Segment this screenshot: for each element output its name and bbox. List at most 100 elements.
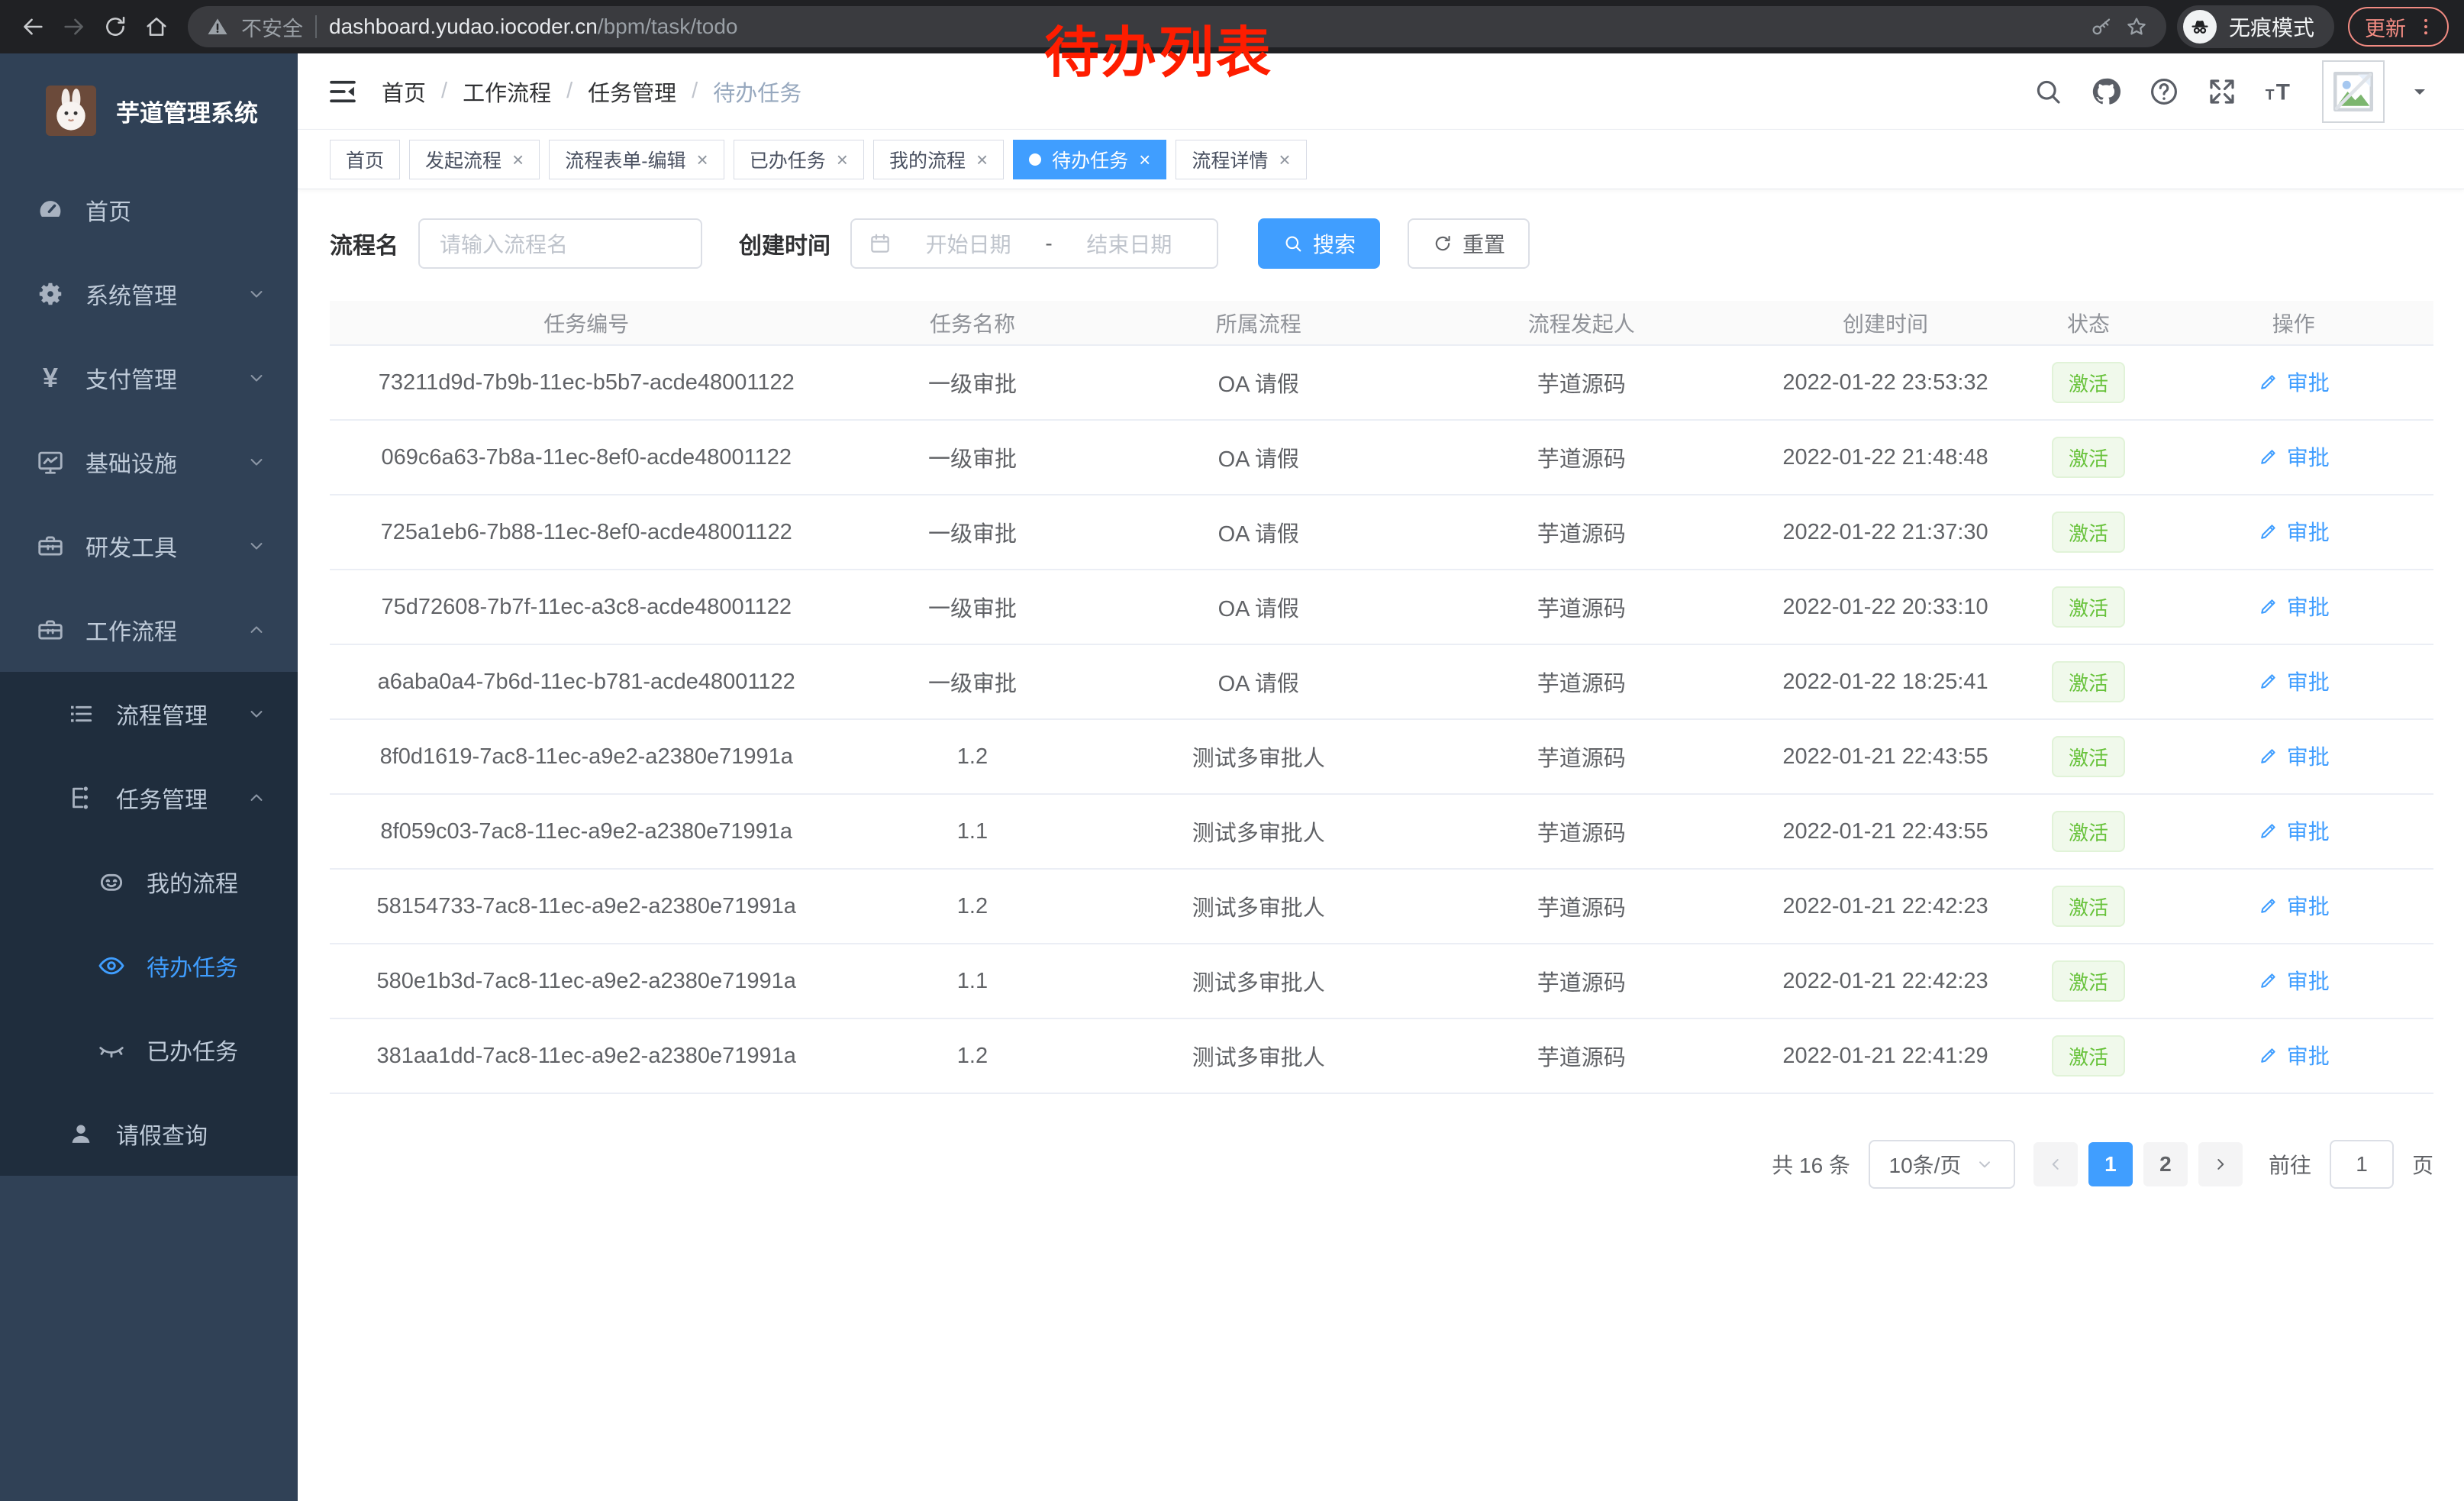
approve-link[interactable]: 审批 bbox=[2258, 591, 2330, 621]
omnibox-divider bbox=[315, 15, 317, 38]
sidebar-item-9[interactable]: 待办任务 bbox=[0, 924, 298, 1008]
tab-close-icon[interactable]: × bbox=[836, 147, 848, 171]
security-label: 不安全 bbox=[241, 17, 303, 40]
approve-link[interactable]: 审批 bbox=[2258, 815, 2330, 846]
browser-home-icon[interactable] bbox=[136, 6, 177, 47]
approve-link[interactable]: 审批 bbox=[2258, 1040, 2330, 1070]
sidebar-item-8[interactable]: 我的流程 bbox=[0, 840, 298, 924]
page-size-select[interactable]: 10条/页 bbox=[1868, 1140, 2015, 1189]
password-key-icon[interactable] bbox=[2090, 15, 2113, 38]
approve-link[interactable]: 审批 bbox=[2258, 741, 2330, 771]
approve-link[interactable]: 审批 bbox=[2258, 666, 2330, 696]
address-bar[interactable]: 不安全 dashboard.yudao.iocoder.cn/bpm/task/… bbox=[188, 6, 2166, 47]
sidebar-item-1[interactable]: 系统管理 bbox=[0, 252, 298, 336]
search-button[interactable]: 搜索 bbox=[1258, 218, 1381, 269]
sidebar-item-3[interactable]: 基础设施 bbox=[0, 420, 298, 504]
browser-back-icon[interactable] bbox=[12, 6, 53, 47]
browser-menu-icon[interactable] bbox=[2415, 16, 2437, 37]
task-id: 8f059c03-7ac8-11ec-a9e2-a2380e71991a bbox=[330, 794, 843, 870]
browser-reload-icon[interactable] bbox=[95, 6, 136, 47]
fullscreen-icon[interactable] bbox=[2206, 76, 2238, 108]
status-badge: 激活 bbox=[2051, 736, 2125, 777]
process-name-input[interactable]: 请输入流程名 bbox=[418, 218, 702, 269]
chevron-down-icon bbox=[246, 535, 267, 557]
process-starter: 芋道源码 bbox=[1415, 644, 1748, 720]
sidebar-item-label: 请假查询 bbox=[116, 1124, 208, 1149]
browser-update-menu[interactable]: 更新 bbox=[2348, 7, 2449, 47]
browser-forward-icon[interactable] bbox=[53, 6, 95, 47]
active-tab-dot bbox=[1029, 153, 1042, 166]
approve-link[interactable]: 审批 bbox=[2258, 890, 2330, 921]
status-badge: 激活 bbox=[2051, 1035, 2125, 1077]
action-cell: 审批 bbox=[2153, 794, 2433, 870]
process-starter: 芋道源码 bbox=[1415, 345, 1748, 421]
tab-close-icon[interactable]: × bbox=[512, 147, 524, 171]
status-badge: 激活 bbox=[2051, 811, 2125, 852]
breadcrumb-item-2[interactable]: 任务管理 bbox=[588, 81, 677, 106]
column-header-3: 流程发起人 bbox=[1415, 301, 1748, 346]
tab-6[interactable]: 流程详情 × bbox=[1176, 139, 1307, 179]
reset-button[interactable]: 重置 bbox=[1408, 218, 1530, 269]
tab-close-icon[interactable]: × bbox=[696, 147, 708, 171]
process-starter: 芋道源码 bbox=[1415, 1018, 1748, 1094]
prev-page-button[interactable] bbox=[2033, 1142, 2078, 1186]
create-time: 2022-01-22 21:37:30 bbox=[1747, 495, 2024, 570]
sidebar-logo[interactable]: 芋道管理系统 bbox=[0, 53, 298, 168]
sidebar-item-10[interactable]: 已办任务 bbox=[0, 1008, 298, 1092]
approve-link[interactable]: 审批 bbox=[2258, 441, 2330, 472]
tab-0[interactable]: 首页 bbox=[330, 139, 401, 179]
user-icon bbox=[64, 1119, 98, 1148]
annotation-overlay: 待办列表 bbox=[1044, 23, 1274, 84]
goto-page-input[interactable]: 1 bbox=[2329, 1140, 2394, 1189]
github-icon[interactable] bbox=[2090, 76, 2122, 108]
approve-link[interactable]: 审批 bbox=[2258, 366, 2330, 397]
next-page-button[interactable] bbox=[2198, 1142, 2243, 1186]
breadcrumb-item-0[interactable]: 首页 bbox=[382, 81, 427, 106]
tab-3[interactable]: 已办任务 × bbox=[733, 139, 864, 179]
page-button-1[interactable]: 1 bbox=[2088, 1142, 2133, 1186]
tab-close-icon[interactable]: × bbox=[1279, 147, 1291, 171]
tab-2[interactable]: 流程表单-编辑 × bbox=[549, 139, 724, 179]
pencil-icon bbox=[2258, 596, 2279, 617]
search-icon[interactable] bbox=[2032, 76, 2064, 108]
page-button-2[interactable]: 2 bbox=[2143, 1142, 2188, 1186]
status-badge: 激活 bbox=[2051, 586, 2125, 628]
avatar-caret-icon[interactable] bbox=[2411, 82, 2429, 101]
approve-link[interactable]: 审批 bbox=[2258, 516, 2330, 547]
search-icon bbox=[1282, 233, 1304, 254]
help-icon[interactable] bbox=[2148, 76, 2180, 108]
approve-link[interactable]: 审批 bbox=[2258, 965, 2330, 996]
breadcrumb-item-1[interactable]: 工作流程 bbox=[463, 81, 552, 106]
sidebar-item-6[interactable]: 流程管理 bbox=[0, 672, 298, 756]
tab-4[interactable]: 我的流程 × bbox=[872, 139, 1005, 179]
sidebar-fold-icon[interactable] bbox=[327, 76, 359, 108]
chevron-down-icon bbox=[246, 283, 267, 305]
sidebar-item-4[interactable]: 研发工具 bbox=[0, 504, 298, 588]
sidebar-item-7[interactable]: 任务管理 bbox=[0, 756, 298, 840]
sidebar-item-label: 已办任务 bbox=[147, 1040, 238, 1065]
eye-closed-icon bbox=[95, 1035, 128, 1064]
sidebar-item-0[interactable]: 首页 bbox=[0, 168, 298, 252]
app-title: 芋道管理系统 bbox=[116, 99, 258, 127]
sidebar-item-11[interactable]: 请假查询 bbox=[0, 1092, 298, 1176]
table-header-row: 任务编号 任务名称 所属流程 流程发起人 创建时间 状态 操作 bbox=[330, 301, 2433, 346]
tab-1[interactable]: 发起流程 × bbox=[409, 139, 540, 179]
bookmark-star-icon[interactable] bbox=[2125, 15, 2148, 38]
tab-close-icon[interactable]: × bbox=[1139, 147, 1151, 171]
approve-label: 审批 bbox=[2286, 895, 2330, 918]
column-header-1: 任务名称 bbox=[843, 301, 1102, 346]
tab-5[interactable]: 待办任务 × bbox=[1013, 139, 1167, 179]
end-date-placeholder: 结束日期 bbox=[1086, 233, 1172, 257]
tab-close-icon[interactable]: × bbox=[976, 147, 989, 171]
date-range-input[interactable]: 开始日期 - 结束日期 bbox=[850, 218, 1218, 269]
pencil-icon bbox=[2258, 970, 2279, 991]
create-time: 2022-01-22 23:53:32 bbox=[1747, 345, 2024, 421]
user-avatar[interactable] bbox=[2322, 60, 2385, 123]
sidebar-item-5[interactable]: 工作流程 bbox=[0, 588, 298, 672]
sidebar-item-2[interactable]: ¥ 支付管理 bbox=[0, 336, 298, 420]
security-warning-icon[interactable] bbox=[206, 15, 229, 38]
process-name: 测试多审批人 bbox=[1101, 869, 1416, 944]
task-name: 一级审批 bbox=[843, 495, 1102, 570]
status-cell: 激活 bbox=[2023, 944, 2154, 1019]
